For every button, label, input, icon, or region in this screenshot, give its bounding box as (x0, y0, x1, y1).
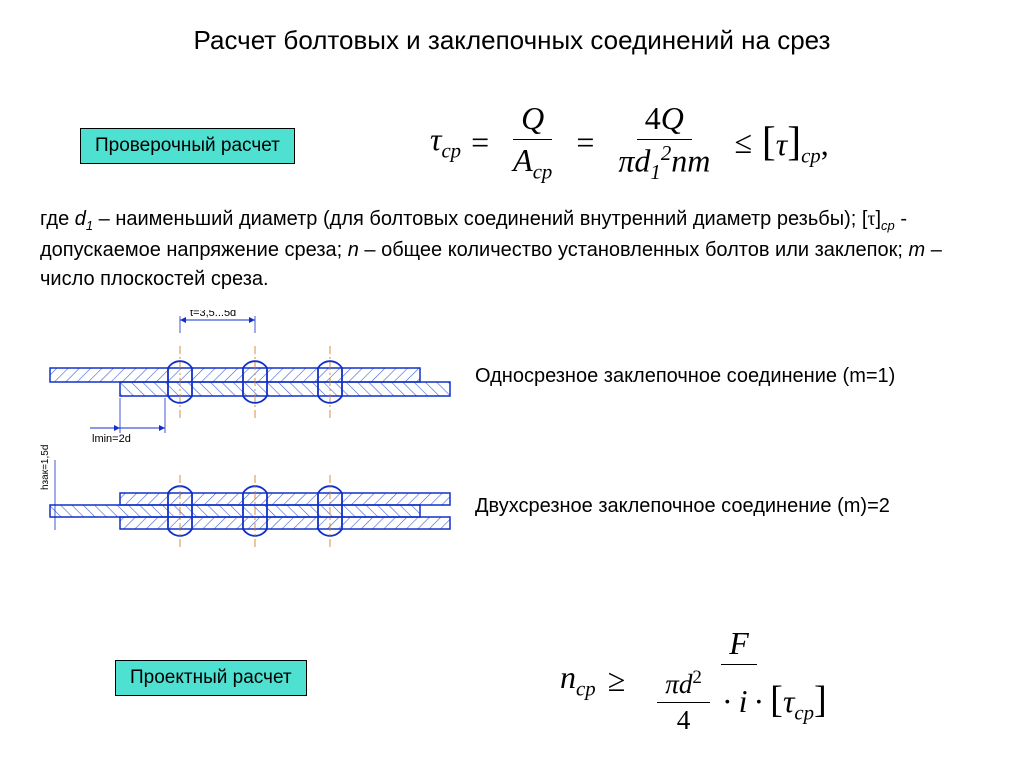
design-calc-label: Проектный расчет (115, 660, 307, 696)
page-title: Расчет болтовых и заклепочных соединений… (0, 25, 1024, 56)
double-shear-caption: Двухсрезное заклепочное соединение (m)=2 (475, 495, 890, 518)
shear-stress-formula: τср = Q Aср = 4Q πd12nm ≤ [τ]ср, (430, 100, 829, 185)
variable-description: где d1 – наименьший диаметр (для болтовы… (40, 205, 994, 294)
dim-t: t=3,5...5d (190, 310, 236, 319)
dim-h: hзак=1,5d (40, 445, 51, 490)
design-formula: nср ≥ F πd2 4 · i · [τср] (560, 625, 841, 736)
dim-l: lmin=2d (92, 433, 131, 445)
rivet-diagram: t=3,5...5d (30, 310, 460, 570)
single-shear-caption: Односрезное заклепочное соединение (m=1) (475, 365, 895, 388)
verification-calc-label: Проверочный расчет (80, 128, 295, 164)
